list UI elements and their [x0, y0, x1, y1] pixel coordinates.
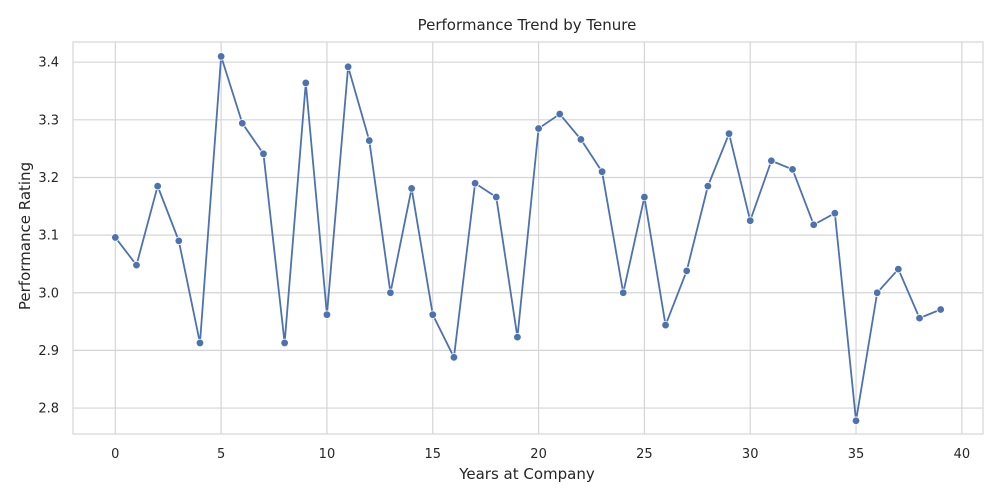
data-point[interactable] — [111, 233, 120, 242]
y-tick-label: 2.8 — [38, 402, 59, 417]
data-point[interactable] — [534, 124, 543, 133]
data-point[interactable] — [767, 156, 776, 165]
data-point[interactable] — [851, 416, 861, 425]
data-point[interactable] — [682, 266, 691, 276]
data-point[interactable] — [597, 167, 607, 176]
data-point[interactable] — [640, 192, 649, 202]
data-point[interactable] — [428, 310, 437, 319]
data-point[interactable] — [492, 192, 501, 202]
x-tick-label: 30 — [742, 447, 759, 462]
data-point[interactable] — [513, 332, 522, 342]
data-point[interactable] — [301, 78, 310, 88]
axes-frame — [72, 41, 984, 435]
data-point[interactable] — [449, 353, 459, 362]
x-tick-label: 40 — [954, 447, 971, 462]
y-axis-label: Performance Rating — [16, 162, 34, 310]
x-tick-label: 5 — [217, 447, 225, 462]
x-tick-label: 15 — [424, 447, 441, 462]
data-point[interactable] — [788, 165, 797, 174]
data-point[interactable] — [322, 310, 332, 319]
data-point[interactable] — [174, 236, 184, 246]
data-point[interactable] — [132, 260, 141, 270]
data-point[interactable] — [470, 179, 480, 188]
series-line-layer — [114, 55, 942, 422]
data-point[interactable] — [195, 338, 205, 348]
data-point[interactable] — [619, 288, 628, 297]
data-point[interactable] — [894, 264, 903, 274]
plot-frame — [72, 41, 984, 435]
data-point[interactable] — [872, 288, 882, 297]
data-point[interactable] — [238, 119, 247, 128]
data-point[interactable] — [830, 209, 840, 218]
data-point[interactable] — [555, 109, 564, 119]
data-point[interactable] — [153, 181, 162, 191]
y-tick-label: 3.3 — [38, 113, 59, 128]
series-markers — [111, 52, 945, 425]
x-tick-label: 0 — [111, 447, 119, 462]
x-tick-label: 20 — [530, 447, 547, 462]
data-point[interactable] — [809, 220, 818, 229]
data-point[interactable] — [280, 338, 289, 348]
data-point[interactable] — [936, 305, 945, 314]
y-tick-label: 2.9 — [38, 344, 59, 359]
x-tick-label: 10 — [319, 447, 336, 462]
y-tick-label: 3.0 — [38, 286, 59, 301]
x-tick-label: 25 — [636, 447, 653, 462]
data-point[interactable] — [386, 288, 395, 297]
x-tick-label: 35 — [848, 447, 865, 462]
data-point[interactable] — [216, 52, 226, 61]
data-point[interactable] — [259, 149, 268, 159]
data-point[interactable] — [407, 184, 416, 193]
series-line — [114, 55, 942, 422]
data-point[interactable] — [703, 181, 713, 191]
y-tick-label: 3.1 — [38, 229, 59, 244]
data-point[interactable] — [343, 62, 353, 71]
chart-title: Performance Trend by Tenure — [418, 16, 637, 34]
tick-labels: 0 5 10 15 20 25 30 35 40 2.8 2.9 3.0 3.1 3.2 3.3 3.4 — [38, 56, 970, 462]
data-point[interactable] — [576, 135, 586, 144]
data-point[interactable] — [365, 136, 374, 145]
data-point[interactable] — [661, 320, 670, 330]
y-tick-label: 3.2 — [38, 171, 59, 186]
data-point[interactable] — [746, 216, 755, 225]
data-point[interactable] — [915, 313, 924, 323]
y-tick-label: 3.4 — [38, 56, 59, 71]
x-axis-label: Years at Company — [458, 465, 595, 483]
data-point[interactable] — [724, 129, 734, 138]
